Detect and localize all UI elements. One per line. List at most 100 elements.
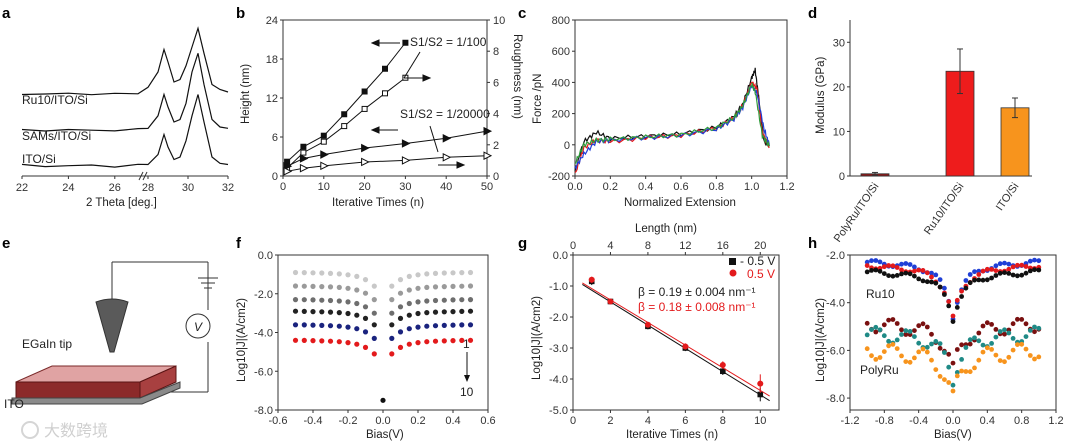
b-x-ticklabel-40: 40 [440, 181, 452, 193]
b-y-ticklabel-0: 0 [272, 171, 278, 183]
h-point-Ru10 black-34 [1010, 272, 1016, 278]
panel-label-h: h [808, 235, 817, 252]
y-axis-label-g: Log10|J|(A/cm2) [531, 296, 543, 380]
f-point-5-3 [319, 322, 325, 328]
f-point-4-14 [415, 310, 421, 317]
h-point-Ru10 black-1 [869, 268, 874, 273]
f-point-3-16 [432, 297, 439, 304]
h-point-PolyRu dark red-26 [976, 330, 982, 336]
h-y-ticklabel--6.0: -6.0 [826, 345, 845, 357]
h-point-PolyRu teal-10 [907, 329, 913, 334]
h-point-Ru10 red-11 [912, 268, 917, 274]
h-point-PolyRu orange-40 [1036, 354, 1042, 360]
c-curve-blue [574, 84, 770, 171]
b-point-S1/S2 = 1/20000 roughness-5 [442, 152, 452, 162]
b-y2-ticklabel-4: 4 [493, 109, 499, 121]
watermark: 大数跨境 [21, 421, 108, 440]
h-point-PolyRu dark red-8 [899, 327, 904, 333]
h-point-Ru10 red-27 [980, 268, 986, 274]
g-x-ticklabel-4: 4 [645, 415, 651, 427]
h-x-ticklabel-1.2: 1.2 [1048, 415, 1063, 427]
f-point-4-5 [336, 310, 342, 316]
f-point-1-3 [319, 270, 325, 276]
f-x-ticklabel-0.0: 0.0 [375, 415, 390, 427]
annotation-arrows-b [370, 39, 466, 169]
annotation-trace-10: 10 [460, 385, 474, 399]
b-x-ticklabel-10: 10 [318, 181, 330, 193]
f-point-2-8 [362, 290, 369, 296]
f-point-3-17 [441, 297, 447, 303]
h-point-Ru10 blue-2 [873, 258, 879, 263]
h-point-PolyRu orange-16 [933, 367, 939, 372]
h-point-PolyRu orange-36 [1019, 341, 1025, 347]
h-point-PolyRu teal-24 [967, 337, 973, 343]
f-point-6-20 [467, 337, 474, 343]
panel-label-d: d [808, 5, 817, 22]
panel-e-schematic: V EGaIn tip ITO [4, 261, 218, 411]
f-point-1-18 [450, 270, 456, 276]
f-point-5-16 [432, 323, 439, 329]
h-point-PolyRu orange-26 [976, 357, 982, 363]
panel-label-b: b [236, 5, 245, 22]
f-point-1-14 [415, 272, 421, 278]
annotation-trace-1: 1 [463, 337, 470, 351]
b-point-S1/S2 = 1/20000 roughness-6 [483, 151, 493, 161]
h-x-ticklabel--0.8: -0.8 [875, 415, 894, 427]
h-point-Ru10 blue-16 [933, 272, 939, 278]
h-point-Ru10 red-15 [929, 274, 934, 280]
f-point-5-17 [441, 322, 447, 328]
x-axis-label-c: Normalized Extension [624, 197, 736, 209]
b-point-S1/S2 = 1/100 roughness-1 [300, 149, 307, 156]
h-point-PolyRu orange-0 [864, 346, 870, 352]
h-point-PolyRu orange-22 [959, 368, 964, 374]
h-point-Ru10 blue-25 [972, 269, 977, 275]
watermark-logo-icon [21, 421, 39, 439]
f-point-3-14 [415, 299, 421, 305]
f-point-5-1 [301, 322, 307, 328]
f-point-3-4 [327, 297, 334, 304]
h-point-Ru10 black-5 [886, 273, 891, 278]
plot-frame-g [572, 254, 780, 411]
g-point-0.5 V-3 [682, 343, 689, 350]
h-point-Ru10 blue-15 [929, 270, 934, 276]
h-point-Ru10 blue-17 [937, 277, 943, 282]
h-point-Ru10 black-22 [959, 294, 964, 299]
h-point-PolyRu orange-10 [907, 359, 913, 365]
h-point-PolyRu teal-9 [903, 328, 909, 334]
x-axis-label-a: 2 Theta [deg.] [86, 197, 157, 209]
h-point-PolyRu teal-19 [946, 364, 952, 370]
ground-icon [198, 270, 218, 289]
panel-label-a: a [2, 5, 11, 22]
f-point-6-1 [301, 337, 307, 343]
c-y-ticklabel-0: 0 [564, 140, 570, 152]
f-point-6-12 [397, 344, 404, 350]
h-point-PolyRu teal-31 [997, 329, 1003, 334]
c-x-ticklabel-0.8: 0.8 [709, 181, 724, 193]
b-point-S1/S2 = 1/20000 roughness-3 [361, 157, 370, 167]
h-point-Ru10 red-14 [924, 270, 930, 276]
g-y-ticklabel--4.0: -4.0 [549, 374, 568, 386]
h-point-PolyRu orange-30 [993, 352, 999, 358]
f-point-2-20 [467, 283, 474, 289]
f-point-1-0 [292, 269, 299, 276]
b-point-S1/S2 = 1/100 height-3 [341, 111, 348, 118]
c-x-ticklabel-1.0: 1.0 [744, 181, 759, 193]
voltmeter-label: V [194, 320, 203, 334]
h-point-PolyRu orange-11 [912, 355, 917, 361]
f-point-5-2 [310, 322, 316, 328]
f-point-1-8 [362, 277, 369, 283]
h-y-ticklabel--8.0: -8.0 [826, 393, 845, 405]
h-point-Ru10 black-37 [1023, 270, 1029, 276]
h-point-PolyRu teal-33 [1006, 330, 1012, 336]
g-x2-ticklabel-16: 16 [717, 240, 729, 252]
h-x-ticklabel-0.0: 0.0 [945, 415, 960, 427]
legend-label-neg: - 0.5 V [740, 254, 775, 268]
a-xticklabel-28: 28 [142, 182, 154, 194]
panel-c: 0.0 0.2 0.4 0.6 0.8 1.0 1.2 -200 0 200 400 600 800 F… [532, 15, 795, 209]
h-point-PolyRu dark red-35 [1015, 316, 1020, 322]
f-point-4-15 [424, 310, 430, 316]
h-point-Ru10 red-6 [890, 263, 896, 269]
h-point-PolyRu dark red-17 [937, 345, 943, 351]
g-point-- 0.5 V-5 [757, 391, 764, 398]
